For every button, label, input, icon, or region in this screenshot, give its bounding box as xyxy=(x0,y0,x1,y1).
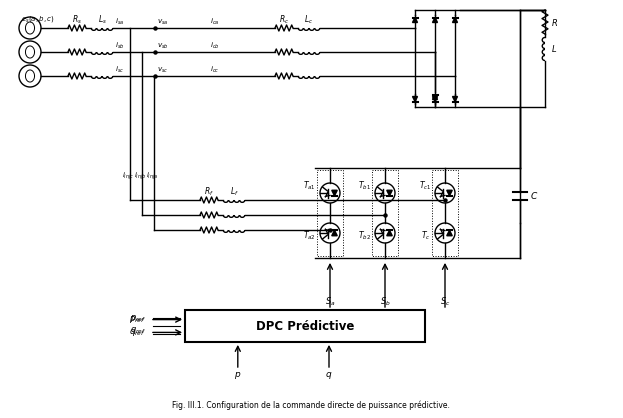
Polygon shape xyxy=(332,230,337,236)
Text: $T_{b1}$: $T_{b1}$ xyxy=(358,180,371,193)
Text: $i_{inja}$: $i_{inja}$ xyxy=(146,171,158,182)
Polygon shape xyxy=(432,18,437,23)
Text: $i_{cc}$: $i_{cc}$ xyxy=(210,65,220,75)
Text: $L_s$: $L_s$ xyxy=(98,14,107,26)
Text: $i_{cb}$: $i_{cb}$ xyxy=(210,41,220,51)
Polygon shape xyxy=(452,97,457,102)
Text: $S_c$: $S_c$ xyxy=(440,296,450,308)
Polygon shape xyxy=(447,230,452,236)
Text: $p$: $p$ xyxy=(234,370,242,381)
Text: $T_{c1}$: $T_{c1}$ xyxy=(419,180,431,193)
Text: Fig. III.1. Configuration de la commande directe de puissance prédictive.: Fig. III.1. Configuration de la commande… xyxy=(172,400,450,410)
Text: $T_{a1}$: $T_{a1}$ xyxy=(303,180,316,193)
Text: $i_{injb}$: $i_{injb}$ xyxy=(134,171,146,182)
Text: $v_{sa}$: $v_{sa}$ xyxy=(157,18,169,27)
Polygon shape xyxy=(432,97,437,102)
Text: $T_{a2}$: $T_{a2}$ xyxy=(303,229,316,242)
Text: $L_f$: $L_f$ xyxy=(230,186,239,199)
Text: $R$: $R$ xyxy=(551,16,558,28)
Text: $q$: $q$ xyxy=(325,370,333,381)
Text: $v_{sc}$: $v_{sc}$ xyxy=(157,66,169,75)
Text: $L$: $L$ xyxy=(551,43,557,54)
Polygon shape xyxy=(447,190,452,196)
Text: $R_c$: $R_c$ xyxy=(279,14,289,26)
Text: DPC Prédictive: DPC Prédictive xyxy=(256,319,354,332)
Text: $p_{ref}$: $p_{ref}$ xyxy=(130,313,146,324)
Text: $R_s$: $R_s$ xyxy=(72,14,82,26)
Text: $q_{ref}$: $q_{ref}$ xyxy=(129,327,145,338)
Polygon shape xyxy=(387,230,392,236)
Text: $i_{injc}$: $i_{injc}$ xyxy=(122,171,134,182)
Text: $e_s(a,b,c)$: $e_s(a,b,c)$ xyxy=(21,13,55,23)
Text: $T_{b2}$: $T_{b2}$ xyxy=(358,229,371,242)
Polygon shape xyxy=(452,18,457,23)
Polygon shape xyxy=(387,190,392,196)
Text: $p_{ref}$: $p_{ref}$ xyxy=(129,314,145,325)
Text: $S_b$: $S_b$ xyxy=(379,296,391,308)
Text: $S_a$: $S_a$ xyxy=(325,296,335,308)
Text: $i_{sc}$: $i_{sc}$ xyxy=(115,65,125,75)
Text: $L_c$: $L_c$ xyxy=(305,14,313,26)
Bar xyxy=(185,310,425,342)
Text: $i_{ca}$: $i_{ca}$ xyxy=(210,17,220,27)
Polygon shape xyxy=(432,94,437,99)
Polygon shape xyxy=(412,18,417,23)
Text: $R_f$: $R_f$ xyxy=(204,186,214,199)
Polygon shape xyxy=(412,97,417,102)
Text: $C$: $C$ xyxy=(530,190,538,201)
Text: $q_{ref}$: $q_{ref}$ xyxy=(130,325,146,336)
Polygon shape xyxy=(332,190,337,196)
Text: $v_{sb}$: $v_{sb}$ xyxy=(157,42,169,51)
Text: $i_{sa}$: $i_{sa}$ xyxy=(115,17,125,27)
Text: $i_{sb}$: $i_{sb}$ xyxy=(115,41,125,51)
Text: $T_c$: $T_c$ xyxy=(422,229,431,242)
